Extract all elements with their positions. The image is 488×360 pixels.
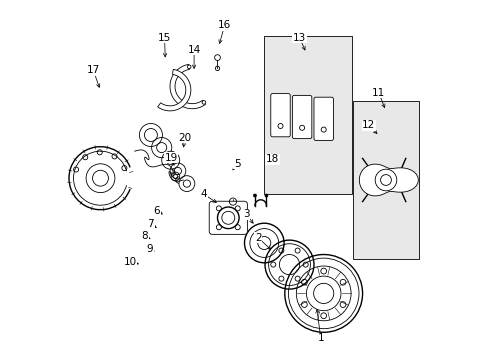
Text: 7: 7 (147, 219, 154, 229)
Bar (352, 101, 418, 259)
Text: 5: 5 (234, 159, 240, 169)
Circle shape (202, 100, 205, 104)
FancyBboxPatch shape (313, 97, 333, 140)
Text: 14: 14 (187, 45, 200, 55)
Text: 1: 1 (317, 333, 324, 343)
Text: 13: 13 (292, 33, 305, 43)
Text: 12: 12 (361, 120, 375, 130)
Polygon shape (170, 64, 205, 109)
Circle shape (264, 194, 267, 197)
Text: 16: 16 (218, 20, 231, 30)
Text: 18: 18 (265, 154, 279, 164)
FancyBboxPatch shape (292, 95, 311, 139)
Polygon shape (359, 164, 418, 196)
Circle shape (253, 194, 256, 197)
Text: 20: 20 (178, 132, 190, 143)
Text: 19: 19 (164, 153, 177, 163)
Text: 6: 6 (153, 206, 160, 216)
Text: 15: 15 (158, 33, 171, 43)
Text: 2: 2 (254, 233, 261, 243)
Text: 11: 11 (371, 88, 385, 98)
Circle shape (187, 65, 191, 69)
FancyBboxPatch shape (209, 201, 247, 234)
Text: 8: 8 (141, 231, 148, 241)
FancyBboxPatch shape (270, 94, 289, 137)
Text: 3: 3 (243, 209, 249, 219)
Bar (264, 36, 352, 194)
Text: 10: 10 (123, 257, 136, 267)
Polygon shape (158, 69, 190, 111)
Text: 4: 4 (201, 189, 207, 199)
Text: 9: 9 (146, 244, 153, 254)
Text: 17: 17 (86, 65, 100, 75)
